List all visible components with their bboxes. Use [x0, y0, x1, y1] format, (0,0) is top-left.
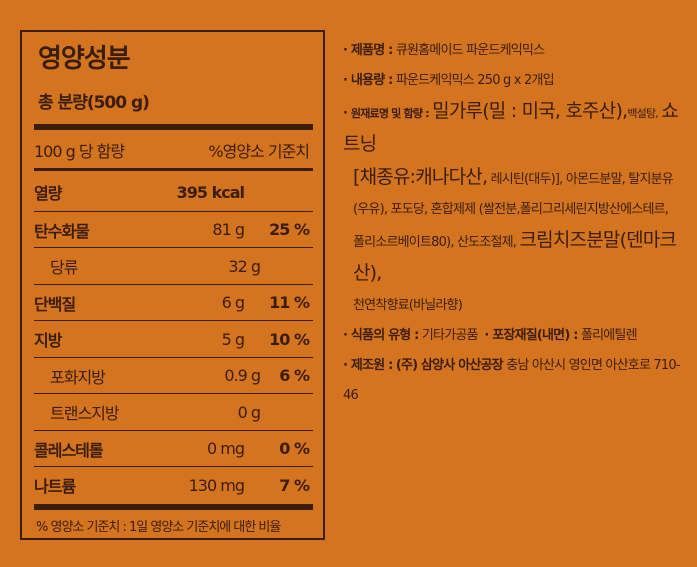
value: 기타가공품 [421, 328, 479, 343]
nutrient-name: 트랜스지방 [50, 404, 120, 423]
product-info: · 제품명 : 큐원홈메이드 파운드케익믹스 · 내용량 : 파운드케익믹스 2… [343, 36, 688, 411]
nutrient-row: 열량 395 kcal [34, 174, 313, 210]
nutrient-daily-value: 10 % [269, 329, 310, 349]
value: 밀가루(밀 : 미국, 호주산), [432, 100, 628, 122]
value: [채종유:캐나다산, [353, 166, 488, 188]
value: 레시틴(대두)], 아몬드분말, 탈지분유 [490, 172, 674, 187]
nutrient-daily-value: 6 % [279, 366, 310, 385]
value: 큐원홈메이드 파운드케익믹스 [395, 43, 545, 58]
value: 쇼트닝 [343, 100, 679, 155]
nutrient-row: 콜레스테롤 0 mg 0 % [34, 429, 313, 467]
manufacturer-line: · 제조원 : (주) 삼양사 아산공장 충남 아산시 영인면 아산호로 710… [343, 358, 681, 403]
value: (주) 삼양사 아산공장 [395, 358, 504, 373]
nutrient-amount: 130 mg [188, 475, 245, 495]
value: 파운드케익믹스 250 g x 2개입 [395, 73, 555, 88]
value: 천연착향료(바닐라향) [353, 298, 463, 313]
header-daily-value: %영양소 기준치 [208, 142, 310, 161]
header-per-100g: 100 g 당 함량 [34, 142, 125, 161]
nutrient-amount: 5 g [221, 329, 245, 349]
label: 내용량 : [350, 73, 393, 88]
value: (우유), 포도당, 혼합제제 (쌀전분,폴리그리세린지방산에스테르, [353, 202, 669, 217]
value: 폴리에틸렌 [580, 328, 638, 343]
nutrient-name: 탄수화물 [34, 221, 90, 241]
nutrient-row: 당류 32 g [34, 247, 313, 284]
ingredients-line: · 원재료명 및 함량 : 밀가루(밀 : 미국, 호주산),백설탕, 쇼트닝 [343, 100, 679, 155]
nutrient-row: 지방 5 g 10 % [34, 320, 313, 357]
nutrient-amount: 0 g [237, 402, 261, 422]
header-row: 100 g 당 함량 %영양소 기준치 [34, 132, 313, 168]
nutrient-daily-value: 7 % [279, 475, 310, 495]
product-name-line: · 제품명 : 큐원홈메이드 파운드케익믹스 [343, 43, 545, 58]
label: 포장재질(내면) : [492, 328, 578, 343]
nutrient-name: 지방 [34, 331, 62, 350]
value: 폴리소르베이트80), 산도조절제, [353, 235, 517, 250]
nutrient-name: 포화지방 [50, 367, 106, 387]
nutrient-amount: 0.9 g [224, 366, 261, 385]
nutrient-name: 나트륨 [34, 477, 76, 496]
label: 원재료명 및 함량 : [350, 107, 430, 120]
label: 식품의 유형 : [350, 328, 419, 343]
nutrient-name: 콜레스테롤 [34, 440, 104, 460]
nutrient-row: 단백질 6 g 11 % [34, 283, 313, 321]
total-amount: 총 분량(500 g) [38, 93, 150, 113]
nutrient-row: 포화지방 0.9 g 6 % [34, 356, 313, 394]
footnote: % 영양소 기준치 : 1일 영양소 기준치에 대한 비율 [36, 520, 281, 535]
nutrient-row: 나트륨 130 mg 7 % [34, 466, 313, 503]
nutrient-row: 트랜스지방 0 g [34, 393, 313, 430]
nutrient-amount: 6 g [221, 293, 245, 312]
divider [34, 124, 313, 130]
nutrient-amount: 32 g [228, 256, 261, 276]
nutrient-name: 열량 [34, 184, 62, 203]
label: 제품명 : [350, 43, 393, 58]
nutrient-name: 당류 [50, 258, 78, 277]
divider [34, 168, 313, 171]
nutrient-name: 단백질 [34, 294, 76, 314]
nutrient-amount: 395 kcal [176, 182, 245, 202]
nutrient-daily-value: 0 % [279, 439, 310, 458]
value: 충남 아산시 영인면 아산호로 710-46 [343, 358, 681, 403]
label: 제조원 : [350, 358, 393, 373]
nutrition-title: 영양성분 [38, 44, 131, 74]
nutrient-amount: 0 mg [206, 439, 245, 458]
content-line: · 내용량 : 파운드케익믹스 250 g x 2개입 [343, 73, 555, 88]
divider [34, 504, 313, 510]
nutrient-row: 탄수화물 81 g 25 % [34, 210, 313, 248]
nutrient-daily-value: 25 % [269, 220, 310, 239]
value: 백설탕, [627, 107, 658, 120]
food-type-line: · 식품의 유형 : 기타가공품 · 포장재질(내면) : 폴리에틸렌 [343, 328, 638, 343]
nutrition-facts-box: 영양성분 총 분량(500 g) 100 g 당 함량 %영양소 기준치 열량 3… [20, 30, 325, 540]
value: 크림치즈분말(덴마크산), [353, 229, 677, 284]
nutrient-amount: 81 g [212, 220, 245, 239]
nutrient-daily-value: 11 % [269, 293, 310, 312]
